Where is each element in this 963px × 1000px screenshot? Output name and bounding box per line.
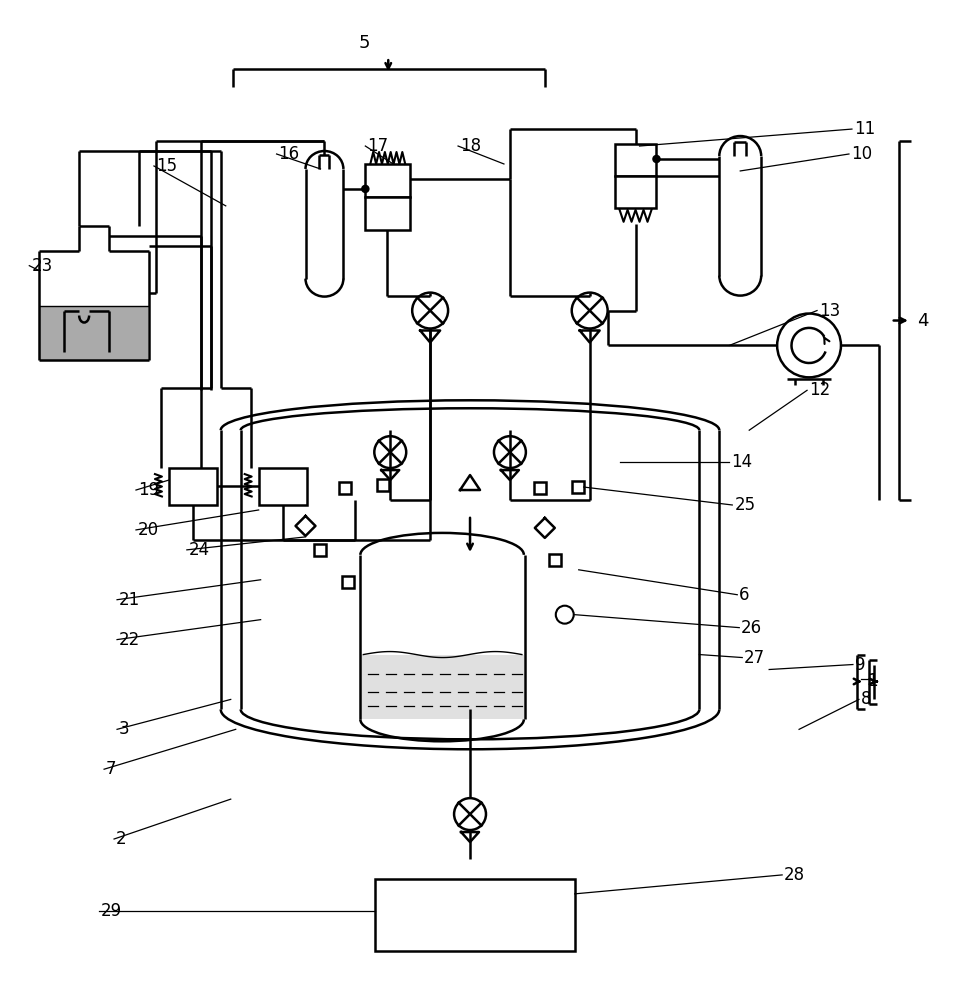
Text: 2: 2 xyxy=(117,830,127,848)
Bar xyxy=(169,468,217,505)
Text: 10: 10 xyxy=(851,145,872,163)
Text: 27: 27 xyxy=(744,649,766,667)
Text: 28: 28 xyxy=(784,866,805,884)
Circle shape xyxy=(412,293,448,328)
Bar xyxy=(361,655,524,719)
Circle shape xyxy=(375,436,406,468)
Text: 6: 6 xyxy=(740,586,750,604)
Text: 21: 21 xyxy=(119,591,141,609)
Bar xyxy=(315,544,326,556)
Text: 11: 11 xyxy=(854,120,875,138)
Text: 18: 18 xyxy=(460,137,482,155)
Circle shape xyxy=(494,436,526,468)
Text: 4: 4 xyxy=(917,312,928,330)
Text: 29: 29 xyxy=(101,902,122,920)
Text: 1: 1 xyxy=(867,672,877,690)
Bar xyxy=(377,479,389,491)
Text: 3: 3 xyxy=(119,720,130,738)
Bar xyxy=(549,554,560,566)
Bar xyxy=(614,176,657,208)
Bar xyxy=(259,468,306,505)
Circle shape xyxy=(556,606,574,624)
Bar xyxy=(343,576,354,588)
Text: 13: 13 xyxy=(819,302,841,320)
Text: 8: 8 xyxy=(861,690,872,708)
Text: 7: 7 xyxy=(106,760,117,778)
Text: 20: 20 xyxy=(138,521,159,539)
Circle shape xyxy=(362,186,368,192)
Text: 22: 22 xyxy=(119,631,141,649)
Circle shape xyxy=(572,293,608,328)
Bar xyxy=(534,482,546,494)
Text: 19: 19 xyxy=(138,481,159,499)
Bar xyxy=(339,482,351,494)
Text: 24: 24 xyxy=(189,541,210,559)
Text: 25: 25 xyxy=(734,496,755,514)
Text: 14: 14 xyxy=(731,453,752,471)
Text: 15: 15 xyxy=(156,157,177,175)
Circle shape xyxy=(777,314,841,377)
Bar xyxy=(365,197,410,230)
Bar xyxy=(40,306,148,360)
Text: 17: 17 xyxy=(367,137,388,155)
Text: 12: 12 xyxy=(809,381,830,399)
Circle shape xyxy=(455,798,486,830)
Text: 5: 5 xyxy=(358,34,370,52)
Text: 23: 23 xyxy=(32,257,53,275)
Bar xyxy=(572,481,584,493)
Bar xyxy=(614,144,657,176)
Text: 26: 26 xyxy=(742,619,763,637)
Circle shape xyxy=(654,156,660,162)
Text: 9: 9 xyxy=(855,656,866,674)
Bar xyxy=(365,164,410,197)
Bar xyxy=(376,879,575,951)
Text: 16: 16 xyxy=(278,145,299,163)
